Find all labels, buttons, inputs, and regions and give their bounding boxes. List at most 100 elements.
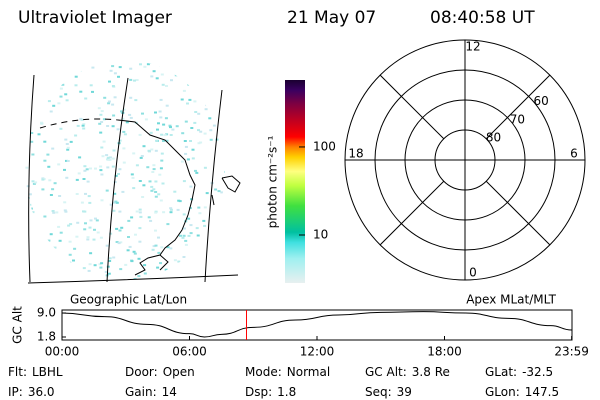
noise-pixel (127, 219, 131, 222)
info-value: 3.8 Re (412, 365, 450, 379)
noise-pixel (119, 268, 123, 271)
lat-ring-label: 80 (486, 131, 501, 145)
noise-pixel (139, 215, 143, 218)
noise-pixel (105, 154, 109, 157)
noise-pixel (165, 85, 168, 87)
noise-pixel (48, 179, 52, 182)
noise-pixel (211, 79, 215, 82)
info-value: -32.5 (522, 365, 553, 379)
noise-pixel (84, 192, 87, 195)
polar-spoke (379, 180, 445, 246)
noise-pixel (138, 180, 142, 182)
footer: Flt: LBHL Door: Open Mode: Normal GC Alt: 3.8 R… (8, 365, 559, 399)
noise-pixel (214, 68, 217, 70)
noise-pixel (150, 75, 154, 78)
noise-pixel (102, 118, 106, 121)
noise-pixel (79, 117, 83, 120)
noise-pixel (197, 142, 201, 145)
map-caption: Geographic Lat/Lon (70, 293, 187, 307)
noise-pixel (31, 275, 35, 278)
noise-pixel (40, 121, 43, 124)
noise-pixel (31, 211, 35, 214)
info-value: 14 (162, 385, 177, 399)
noise-pixel (56, 283, 59, 285)
noise-pixel (182, 227, 186, 230)
noise-pixel (114, 174, 118, 177)
noise-pixel (62, 69, 66, 72)
noise-pixel (119, 241, 123, 244)
noise-pixel (214, 86, 218, 89)
colorbar-tick-label: 10 (313, 228, 328, 242)
info-label: Seq: (365, 385, 392, 399)
noise-pixel (38, 268, 42, 271)
noise-pixel (107, 100, 111, 103)
info-value: 36.0 (28, 385, 55, 399)
noise-pixel (173, 190, 177, 193)
noise-pixel (103, 96, 107, 99)
noise-pixel (124, 263, 128, 266)
noise-pixel (47, 165, 51, 168)
noise-pixel (118, 210, 122, 213)
noise-pixel (111, 85, 115, 87)
noise-pixel (116, 128, 120, 131)
noise-pixel (117, 173, 120, 175)
noise-pixel (44, 89, 48, 92)
noise-pixel (189, 224, 193, 227)
noise-pixel (196, 234, 200, 237)
noise-pixel (112, 209, 116, 212)
noise-pixel (184, 152, 188, 155)
noise-pixel (151, 171, 155, 173)
noise-pixel (205, 192, 209, 195)
polar-caption: Apex MLat/MLT (466, 293, 556, 307)
noise-pixel (31, 255, 35, 258)
info-value: LBHL (32, 365, 63, 379)
noise-pixel (162, 123, 166, 126)
noise-pixel (194, 84, 197, 87)
noise-pixel (213, 95, 217, 98)
noise-pixel (138, 208, 142, 211)
noise-pixel (25, 63, 29, 66)
noise-pixel (181, 68, 185, 71)
noise-pixel (63, 201, 67, 204)
noise-pixel (189, 185, 193, 188)
noise-pixel (52, 211, 56, 214)
noise-pixel (193, 257, 197, 260)
noise-pixel (193, 100, 197, 103)
noise-pixel (43, 215, 47, 218)
noise-pixel (105, 189, 109, 192)
noise-pixel (141, 112, 144, 115)
colorbar-tick-label: 100 (313, 139, 336, 153)
info-label: Gain: (125, 385, 157, 399)
noise-pixel (89, 84, 93, 87)
noise-pixel (113, 96, 117, 99)
noise-pixel (161, 83, 165, 86)
noise-pixel (65, 159, 68, 162)
noise-pixel (112, 256, 116, 259)
noise-pixel (64, 138, 68, 141)
noise-pixel (167, 62, 171, 65)
noise-pixel (122, 161, 126, 164)
noise-pixel (132, 187, 136, 190)
noise-pixel (210, 77, 214, 80)
noise-pixel (203, 224, 207, 227)
noise-pixel (143, 264, 147, 267)
noise-pixel (169, 126, 172, 129)
lat-ring (374, 69, 556, 251)
noise-pixel (194, 111, 198, 113)
info-value: 39 (397, 385, 412, 399)
noise-pixel (197, 67, 201, 70)
noise-pixel (144, 118, 148, 121)
noise-pixel (208, 117, 212, 120)
noise-pixel (159, 262, 162, 265)
noise-pixel (130, 216, 134, 219)
noise-pixel (184, 243, 188, 246)
noise-pixel (52, 104, 56, 107)
info-value: 147.5 (525, 385, 559, 399)
noise-pixel (82, 123, 86, 126)
noise-pixel (154, 211, 158, 214)
noise-pixel (74, 134, 78, 137)
noise-pixel (209, 72, 213, 75)
noise-pixel (140, 155, 144, 157)
x-tick-label: 18:00 (427, 345, 462, 359)
